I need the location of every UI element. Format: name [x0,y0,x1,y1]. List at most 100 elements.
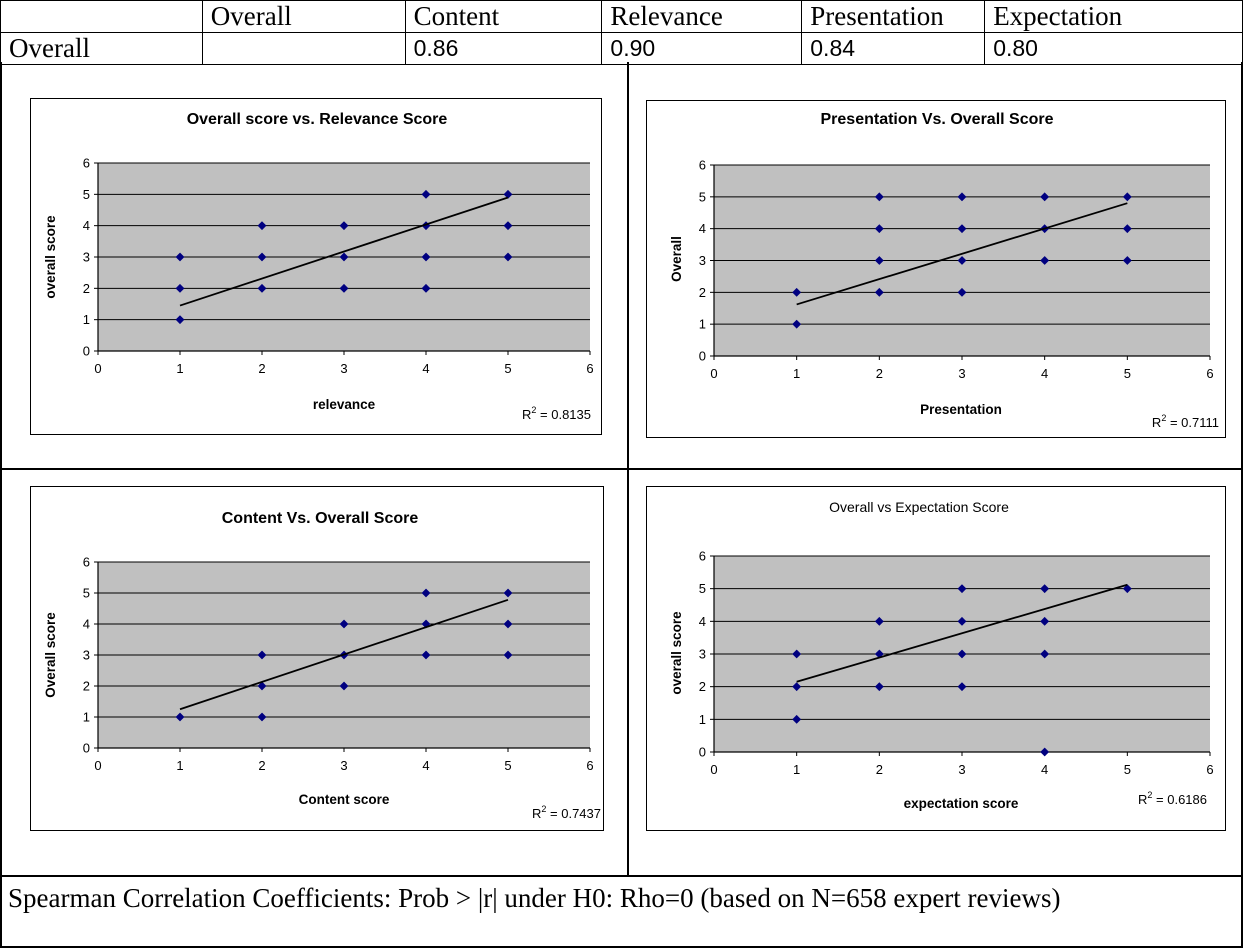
y-tick-label: 2 [699,285,706,300]
r-squared-value: 0.7111 [1181,415,1219,430]
data-point [339,252,349,262]
axes [94,561,591,752]
y-tick-label: 3 [83,250,90,265]
data-point [874,224,884,234]
data-point [874,287,884,297]
tick-labels: 0 1 2 3 4 5 6 0 1 2 3 4 5 6 [83,156,594,377]
data-point [1040,584,1050,594]
x-tick-label: 4 [422,758,429,773]
r-squared-value: 0.7437 [561,806,601,821]
x-tick-label: 2 [258,758,265,773]
trendline [796,202,1128,306]
chart-overall-vs-relevance: 0 1 2 3 4 5 6 0 1 2 3 4 5 6 Overall score vs. Relevan… [30,98,602,435]
y-tick-label: 5 [699,581,706,596]
data-point [1122,256,1132,265]
r-squared-value: 0.8135 [551,407,591,422]
data-point [957,192,967,202]
data-point [503,588,513,598]
y-tick-label: 4 [83,218,90,233]
data-point [874,192,884,202]
data-point [421,588,431,598]
y-tick-label: 5 [83,187,90,202]
data-point [339,619,349,629]
data-point [257,252,267,262]
r-squared-label: R2 = 0.7437 [532,804,601,821]
data-point [957,224,967,234]
data-point [339,221,349,231]
data-point [421,189,431,199]
data-point [421,252,431,262]
trendline-segment [179,598,509,711]
data-point [1040,616,1050,626]
x-tick-label: 6 [586,361,593,376]
y-axis-label: overall score [669,611,684,695]
x-tick-label: 2 [876,762,883,777]
r-squared-label: R2 = 0.6186 [1138,790,1207,807]
data-point [175,712,185,722]
r-squared-label: R2 = 0.7111 [1152,413,1219,430]
x-tick-label: 2 [258,361,265,376]
x-tick-label: 6 [1206,366,1213,381]
y-tick-label: 0 [699,745,706,760]
data-point [957,584,967,594]
data-point [1040,747,1050,757]
trendline [179,196,509,307]
column-header-expectation: Expectation [984,0,1243,33]
axes [710,164,1211,360]
x-tick-label: 4 [422,361,429,376]
data-point [257,221,267,231]
data-point [503,650,513,660]
r-squared-label: R2 = 0.8135 [522,405,591,422]
chart-overall-vs-expectation: 0 1 2 3 4 5 6 0 1 2 3 4 5 6 Overall vs Expectation Sc… [646,486,1226,831]
y-axis-label: overall score [43,215,58,299]
data-point [1040,256,1050,265]
data-point [792,287,802,297]
column-header-relevance: Relevance [601,0,803,33]
data-point [1122,584,1132,594]
value-content: 0.86 [404,32,603,65]
axes [710,555,1211,756]
data-point [257,681,267,691]
x-tick-label: 4 [1041,366,1048,381]
y-tick-label: 2 [699,679,706,694]
x-tick-label: 5 [1124,366,1131,381]
data-point [874,256,884,265]
x-tick-label: 0 [710,762,717,777]
y-tick-label: 4 [83,617,90,632]
data-point [257,283,267,293]
value-presentation: 0.84 [801,32,986,65]
data-point [503,619,513,629]
y-tick-label: 0 [699,349,706,364]
x-tick-label: 6 [1206,762,1213,777]
trendline-segment [796,202,1128,306]
y-axis-label: Overall [669,236,684,282]
data-point [957,616,967,626]
data-point [503,252,513,262]
table-row: Overall 0.86 0.90 0.84 0.80 [0,32,1243,65]
x-tick-label: 3 [958,762,965,777]
tick-labels: 0 1 2 3 4 5 6 0 1 2 3 4 5 6 [699,158,1214,382]
x-tick-label: 1 [176,758,183,773]
x-tick-label: 0 [94,361,101,376]
y-tick-label: 1 [699,712,706,727]
trendline [179,598,509,711]
y-tick-label: 0 [83,741,90,756]
y-tick-label: 5 [699,189,706,204]
x-tick-label: 5 [1124,762,1131,777]
y-tick-label: 3 [699,253,706,268]
value-overall [201,32,406,65]
chart-title: Overall vs Expectation Score [829,499,1009,515]
trendline-segment [179,196,509,307]
tick-labels: 0 1 2 3 4 5 6 0 1 2 3 4 5 6 [83,555,594,774]
r-squared-value: 0.6186 [1167,792,1207,807]
data-point [792,714,802,724]
x-axis-label: expectation score [904,796,1019,811]
trendline-segment [796,583,1128,683]
x-tick-label: 3 [340,361,347,376]
y-tick-label: 3 [83,648,90,663]
data-point [421,650,431,660]
data-point [957,287,967,297]
y-tick-label: 0 [83,344,90,359]
